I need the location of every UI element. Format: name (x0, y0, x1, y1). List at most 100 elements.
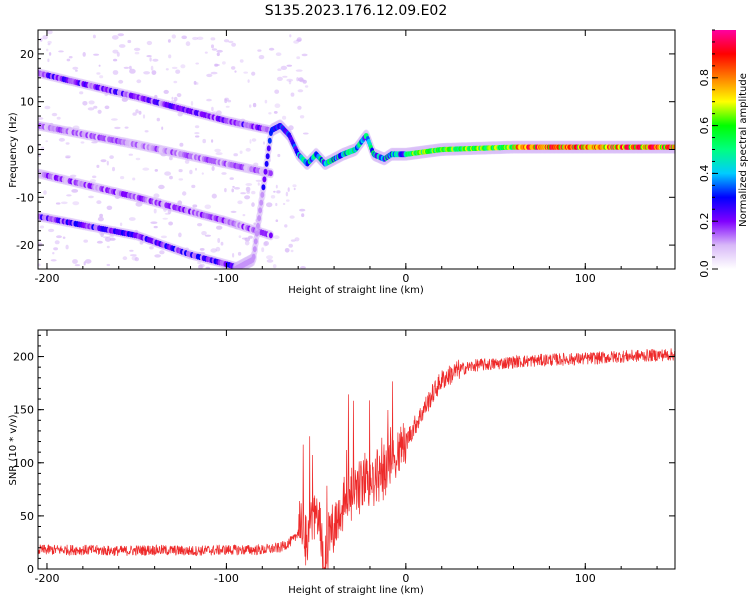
heatmap-speckle (112, 70, 119, 75)
heatmap-speckle (285, 191, 289, 197)
heatmap-speckle (290, 249, 294, 253)
heatmap-core (252, 246, 257, 253)
heatmap-speckle (237, 251, 242, 256)
snr-series (38, 348, 675, 569)
heatmap-speckle (272, 264, 277, 269)
heatmap-speckle (287, 187, 290, 192)
heatmap-speckle (231, 188, 234, 193)
heatmap-core (672, 144, 675, 150)
heatmap-speckle (296, 77, 299, 82)
heatmap-speckle (128, 217, 136, 221)
heatmap-speckle (251, 71, 256, 76)
heatmap-speckle (201, 231, 207, 236)
heatmap-speckle (74, 264, 80, 267)
heatmap-speckle (191, 184, 196, 189)
heatmap-speckle (214, 148, 221, 153)
heatmap-speckle (238, 235, 242, 239)
heatmap-speckle (293, 187, 296, 191)
heatmap-speckle (297, 105, 302, 110)
heatmap-speckle (178, 232, 182, 238)
heatmap-speckle (273, 190, 276, 193)
heatmap-core (263, 168, 268, 175)
heatmap-speckle (54, 240, 60, 245)
heatmap-speckle (221, 172, 227, 175)
heatmap-speckle (65, 244, 69, 250)
heatmap-speckle (210, 71, 218, 75)
y-tick-label: 0 (27, 144, 34, 157)
heatmap-speckle (45, 140, 48, 143)
heatmap-speckle (156, 117, 160, 122)
heatmap-speckle (304, 85, 309, 88)
snr-y-axis-label: SNR (10 * v/v) (8, 414, 19, 485)
heatmap-speckle (52, 252, 55, 255)
heatmap-speckle (224, 188, 227, 193)
heatmap-speckle (93, 53, 100, 56)
heatmap-speckle (266, 255, 273, 260)
heatmap-speckle (282, 75, 288, 78)
heatmap-speckle (146, 40, 153, 46)
heatmap-speckle (263, 141, 265, 145)
heatmap-speckle (135, 109, 139, 114)
heatmap-speckle (245, 186, 251, 192)
heatmap-speckle (100, 159, 107, 163)
heatmap-speckle (150, 221, 158, 224)
heatmap-speckle (169, 156, 173, 161)
heatmap-speckle (211, 166, 215, 171)
heatmap-speckle (210, 248, 217, 253)
y-tick-label: 10 (20, 96, 34, 109)
heatmap-speckle (195, 167, 197, 171)
heatmap-speckle (206, 98, 212, 102)
heatmap-speckle (82, 52, 86, 57)
heatmap-speckle (266, 202, 273, 208)
snr-x-axis-label: Height of straight line (km) (288, 585, 424, 596)
heatmap-speckle (275, 184, 278, 189)
heatmap-speckle (275, 219, 279, 222)
heatmap-speckle (167, 39, 171, 43)
heatmap-speckle (44, 105, 51, 110)
snr-ticks: -200 -100 0 100 0 50 100 150 200 (13, 330, 675, 585)
heatmap-speckle (232, 185, 235, 188)
heatmap-speckle (268, 112, 272, 115)
heatmap-speckle (161, 126, 164, 130)
heatmap-speckle (38, 263, 41, 267)
heatmap-speckle (244, 195, 251, 200)
heatmap-speckle (204, 204, 212, 210)
heatmap-speckle (214, 63, 219, 67)
heatmap-speckle (152, 58, 159, 62)
colorbar-gradient (712, 30, 736, 269)
heatmap-speckle (295, 69, 303, 72)
colorbar-tick-label: 0.8 (698, 69, 711, 87)
colorbar-tick-label: 0.2 (698, 212, 711, 230)
heatmap-speckle (72, 259, 78, 264)
heatmap-core (254, 230, 259, 237)
heatmap-speckle (234, 187, 240, 190)
heatmap-speckle (80, 141, 85, 144)
heatmap-speckle (299, 115, 305, 119)
heatmap-speckle (72, 201, 80, 206)
heatmap-speckle (178, 169, 183, 173)
x-tick-label: 100 (575, 272, 596, 285)
heatmap-speckle (53, 247, 58, 251)
heatmap-speckle (252, 102, 257, 108)
heatmap-core (258, 207, 263, 214)
heatmap-speckle (249, 139, 252, 144)
heatmap-speckle (40, 146, 45, 152)
heatmap-speckle (144, 130, 149, 133)
heatmap-core (262, 176, 267, 183)
heatmap-speckle (97, 216, 104, 222)
heatmap-speckle (51, 112, 58, 117)
heatmap-speckle (60, 201, 68, 205)
heatmap-speckle (277, 68, 282, 71)
heatmap-speckle (290, 239, 296, 242)
heatmap-speckle (274, 89, 280, 94)
heatmap-speckle (276, 190, 281, 194)
colorbar-label: Normalized spectral amplitude (738, 73, 749, 227)
heatmap-speckle (195, 135, 200, 138)
heatmap-speckle (202, 138, 206, 144)
heatmap-speckle (251, 202, 255, 207)
heatmap-speckle (201, 172, 204, 175)
x-tick-label: 0 (402, 572, 409, 585)
heatmap-speckle (225, 105, 230, 108)
